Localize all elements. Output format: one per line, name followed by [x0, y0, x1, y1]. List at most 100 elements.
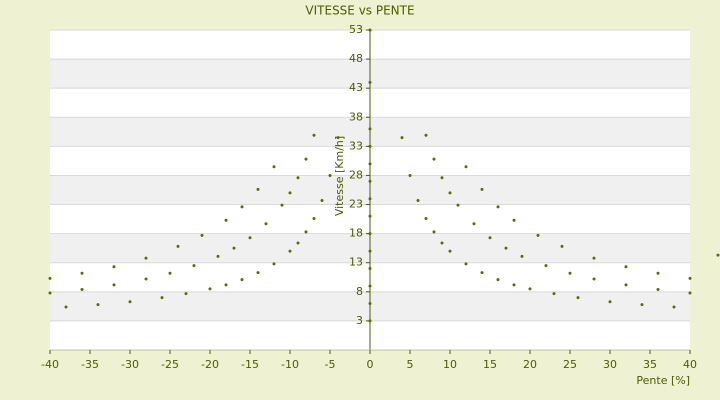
point: [576, 296, 580, 300]
point: [424, 133, 428, 137]
point: [112, 283, 116, 287]
point: [224, 283, 228, 287]
point: [368, 284, 372, 288]
point: [368, 214, 372, 218]
x-tick-label: -10: [281, 358, 299, 371]
x-tick-label: 30: [603, 358, 617, 371]
point: [312, 133, 316, 137]
point: [328, 173, 332, 177]
y-axis-label: Vitesse [Km/h]: [333, 136, 346, 216]
point: [192, 264, 196, 268]
x-tick-label: 0: [367, 358, 374, 371]
point: [408, 173, 412, 177]
point: [368, 127, 372, 131]
point: [144, 277, 148, 281]
point: [368, 28, 372, 32]
point: [432, 157, 436, 161]
point: [440, 176, 444, 180]
point: [496, 205, 500, 209]
point: [336, 136, 340, 140]
point: [416, 198, 420, 202]
point: [368, 162, 372, 166]
point: [320, 198, 324, 202]
point: [716, 253, 720, 257]
point: [368, 301, 372, 305]
point: [512, 283, 516, 287]
point: [368, 197, 372, 201]
point: [256, 187, 260, 191]
point: [536, 233, 540, 237]
point: [608, 300, 612, 304]
point: [448, 191, 452, 195]
y-tick-label: 43: [349, 81, 363, 94]
point: [288, 191, 292, 195]
point: [304, 157, 308, 161]
point: [368, 232, 372, 236]
point: [544, 264, 548, 268]
point: [216, 254, 220, 258]
point: [96, 303, 100, 307]
point: [472, 222, 476, 226]
point: [688, 291, 692, 295]
point: [624, 283, 628, 287]
point: [480, 271, 484, 275]
point: [464, 262, 468, 266]
point: [304, 230, 308, 234]
point: [672, 305, 676, 309]
point: [264, 222, 268, 226]
y-tick-label: 33: [349, 139, 363, 152]
point: [592, 277, 596, 281]
point: [80, 271, 84, 275]
point: [656, 287, 660, 291]
x-axis-label: Pente [%]: [636, 374, 690, 387]
point: [368, 144, 372, 148]
point: [48, 276, 52, 280]
y-tick-label: 8: [356, 285, 363, 298]
point: [688, 276, 692, 280]
y-tick-label: 38: [349, 110, 363, 123]
point: [368, 267, 372, 271]
point: [296, 241, 300, 245]
point: [552, 292, 556, 296]
y-tick-label: 3: [356, 314, 363, 327]
point: [480, 187, 484, 191]
y-tick-label: 28: [349, 168, 363, 181]
point: [312, 217, 316, 221]
point: [80, 287, 84, 291]
x-tick-label: -5: [325, 358, 336, 371]
x-tick-label: 35: [643, 358, 657, 371]
point: [448, 249, 452, 253]
point: [560, 244, 564, 248]
point: [272, 262, 276, 266]
point: [488, 236, 492, 240]
point: [200, 233, 204, 237]
point: [176, 244, 180, 248]
x-tick-label: 15: [483, 358, 497, 371]
point: [240, 205, 244, 209]
point: [128, 300, 132, 304]
point: [624, 265, 628, 269]
point: [272, 165, 276, 169]
point: [464, 165, 468, 169]
point: [48, 291, 52, 295]
x-tick-label: 40: [683, 358, 697, 371]
point: [368, 179, 372, 183]
point: [424, 217, 428, 221]
point: [640, 303, 644, 307]
point: [456, 203, 460, 207]
point: [368, 80, 372, 84]
point: [432, 230, 436, 234]
x-tick-label: -30: [121, 358, 139, 371]
point: [64, 305, 68, 309]
x-tick-label: -40: [41, 358, 59, 371]
point: [528, 287, 532, 291]
point: [240, 278, 244, 282]
point: [592, 256, 596, 260]
point: [248, 236, 252, 240]
y-tick-label: 18: [349, 227, 363, 240]
x-tick-label: 5: [407, 358, 414, 371]
x-tick-label: -20: [201, 358, 219, 371]
point: [208, 287, 212, 291]
point: [440, 241, 444, 245]
